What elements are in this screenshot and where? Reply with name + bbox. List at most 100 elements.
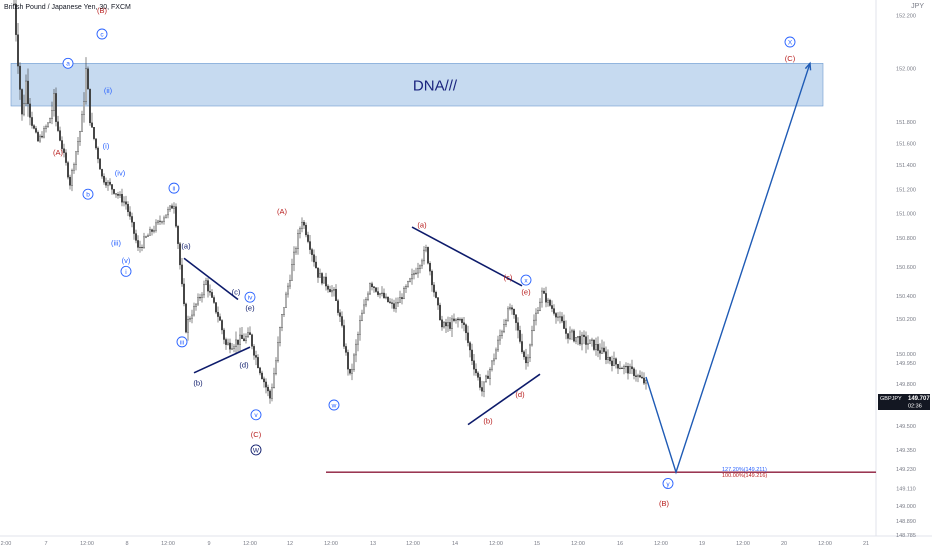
candle [265,378,267,394]
candle-body [205,280,207,285]
candle [457,317,459,328]
candle [489,367,491,386]
wave-label: (d) [515,390,525,399]
candle [359,315,361,341]
candle-body [367,293,369,300]
candle [275,357,277,376]
candle [413,269,415,280]
candle [437,297,439,310]
candle [59,126,61,142]
candle [25,74,27,106]
candle-body [439,304,441,321]
candle [253,344,255,360]
candle [619,361,621,370]
candle-body [299,228,301,234]
candle [645,379,647,390]
candle [415,267,417,275]
candle [565,320,567,340]
candle-body [119,194,121,196]
candle-body [133,222,135,234]
wave-label: (d) [239,360,249,369]
candle [293,246,295,272]
candle [531,325,533,347]
candle-body [345,346,347,353]
candle [501,329,503,339]
candle-body [451,318,453,329]
candle [107,180,109,191]
x-tick-label: 12 [287,541,293,547]
candle-body [331,289,333,293]
candle [143,232,145,249]
candle [157,219,159,225]
trend-line [411,226,523,287]
candle-body [149,229,151,236]
y-tick-label: 150.600 [896,265,916,271]
candle [333,286,335,297]
wave-label-circle [120,265,132,277]
x-tick-label: 12:00 [161,541,175,547]
candle-body [477,372,479,378]
candle [521,333,523,354]
candle [209,284,211,296]
candle [155,219,157,233]
candle-body [403,287,405,299]
candle-body [359,320,361,335]
candle-body [93,127,95,139]
candle-body [89,88,91,124]
candle [267,384,269,397]
trend-line [183,257,239,301]
wave-label: (i) [103,142,110,151]
candle [443,321,445,329]
candle [331,285,333,297]
candle [497,335,499,353]
candle [507,306,509,322]
wave-label: (C) [785,54,796,63]
candle-body [233,346,235,349]
candle [247,327,249,338]
candle [299,226,301,239]
candle-body [621,367,623,369]
candle [391,298,393,309]
candle [445,318,447,333]
candle-body [635,375,637,377]
candle-body [613,358,615,366]
candle [223,327,225,345]
wave-label: (A) [53,148,64,157]
candle [199,293,201,301]
candle-body [19,65,21,90]
candle-body [457,318,459,321]
candle [347,349,349,376]
candle-body [611,360,613,366]
candle-body [565,328,567,334]
wave-label-circle [662,478,674,489]
candle-body [535,312,537,321]
candle [163,215,165,225]
x-tick-label: 7 [44,541,47,547]
candle [323,276,325,284]
candle-body [171,205,173,209]
x-tick-label: 14 [452,541,458,547]
candle [289,274,291,290]
candle [173,202,175,214]
candle [301,217,303,233]
candle [205,277,207,286]
candle [111,184,113,195]
candle [579,330,581,346]
candle-body [325,276,327,287]
candle [233,344,235,353]
candle-body [215,302,217,313]
x-tick-label: 16 [617,541,623,547]
candle [67,160,69,180]
x-tick-label: 12:00 [571,541,585,547]
candle [61,136,63,154]
candle [75,151,77,171]
candle [535,308,537,326]
candle [627,362,629,380]
candle-body [51,110,53,119]
candle-body [257,357,259,369]
candle-body [67,162,69,178]
candle-body [499,335,501,341]
candle [569,326,571,341]
dna-zone [10,63,824,107]
candle [221,319,223,335]
